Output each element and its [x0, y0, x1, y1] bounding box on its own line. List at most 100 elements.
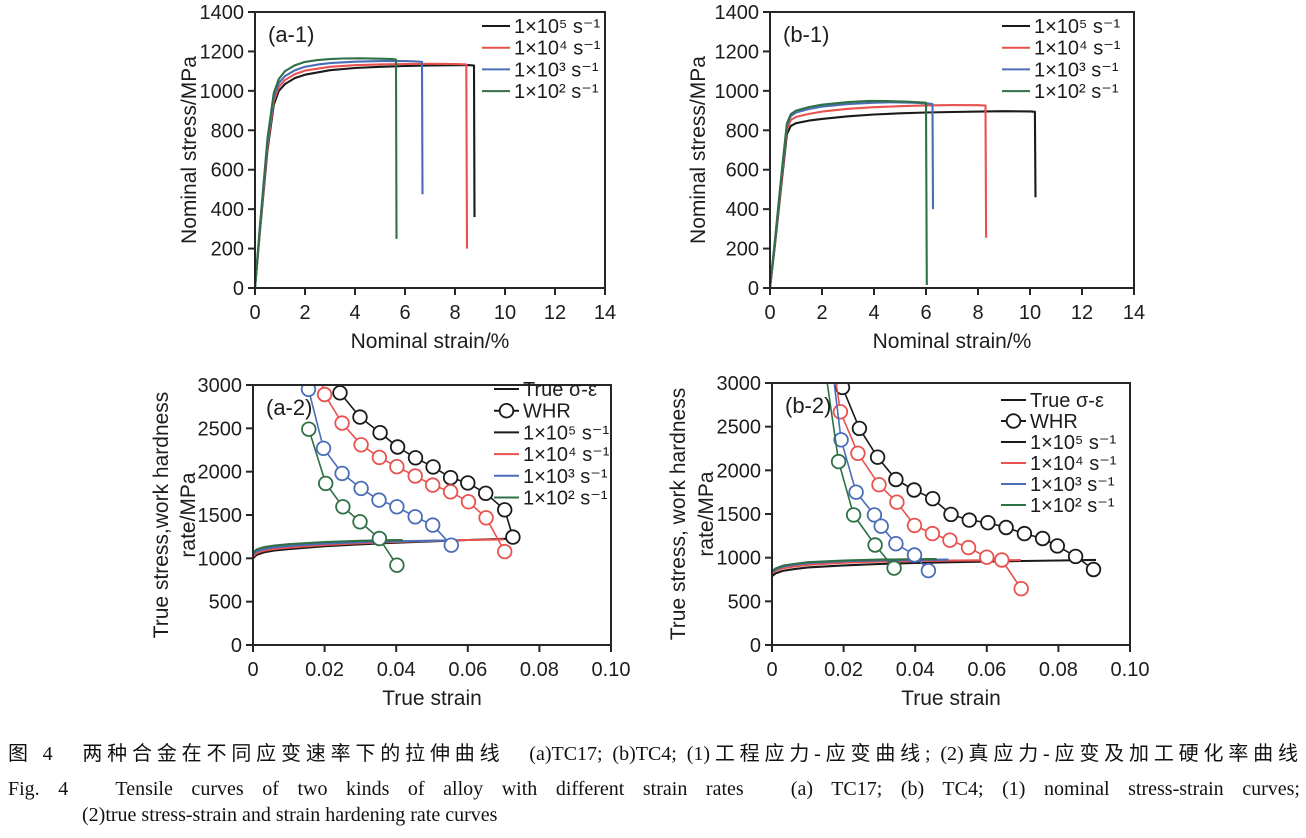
legend-label: 1×10⁵ s⁻¹ [1030, 432, 1116, 454]
y-tick-label: 2000 [717, 460, 762, 482]
series-marker [826, 366, 840, 380]
series-marker [389, 557, 405, 573]
series-marker [994, 552, 1010, 568]
series-line [770, 99, 928, 288]
x-tick-label: 0 [764, 302, 775, 324]
series-marker [315, 440, 332, 457]
series-marker [371, 530, 388, 547]
series-marker [871, 477, 887, 493]
x-tick-label: 0.10 [592, 659, 631, 681]
charts-canvas: 0 2 4 6 8 10 12 140200400600800100012001400Nomi… [150, 2, 1149, 710]
series-marker [848, 484, 864, 500]
y-tick-label: 1000 [200, 81, 245, 103]
series-marker [334, 465, 350, 482]
series-marker [833, 432, 849, 448]
x-tick-label: 0.08 [520, 659, 559, 681]
y-tick-label: 800 [726, 120, 759, 142]
x-tick-label: 10 [1019, 302, 1041, 324]
series-marker [389, 459, 405, 475]
series-marker [353, 480, 369, 497]
legend: 1×10⁵ s⁻¹1×10⁴ s⁻¹1×10³ s⁻¹1×10² s⁻¹ [1002, 16, 1121, 103]
y-tick-label: 600 [211, 160, 244, 182]
x-tick-label: 0.06 [448, 659, 487, 681]
legend-label: WHR [1030, 411, 1078, 433]
series-marker [851, 420, 868, 437]
series-marker [442, 484, 459, 500]
series-marker [980, 515, 996, 531]
series-marker [425, 477, 441, 493]
series-marker [389, 439, 406, 455]
series-marker [979, 549, 995, 565]
y-tick-label: 800 [211, 120, 244, 142]
x-axis-title: True strain [901, 687, 1001, 710]
series-marker [869, 449, 886, 465]
legend-label: WHR [523, 401, 571, 423]
caption-english-line2: (2)true stress-strain and strain hardeni… [82, 804, 498, 826]
legend-label: 1×10³ s⁻¹ [1030, 474, 1115, 496]
x-tick-label: 6 [920, 302, 931, 324]
series-marker [316, 386, 333, 403]
series-marker [372, 425, 388, 441]
series-marker [850, 445, 866, 462]
series-marker [920, 562, 937, 579]
legend-swatch-marker [1005, 413, 1022, 429]
legend-label: 1×10⁴ s⁻¹ [1030, 453, 1117, 475]
series-marker [1016, 525, 1033, 542]
y-tick-label: 200 [726, 239, 759, 261]
series-marker [831, 366, 845, 380]
series-marker [460, 475, 476, 491]
series-marker [1067, 548, 1084, 565]
y-tick-label: 2000 [198, 462, 243, 484]
legend-label: 1×10⁴ s⁻¹ [523, 444, 610, 466]
series-marker [924, 525, 941, 542]
chart-panel-a-1: 0 2 4 6 8 10 12 14 0 200 400 600 800 1000 1200 1400 Nomi… [178, 2, 616, 353]
series-marker [866, 507, 883, 523]
series-marker [906, 547, 923, 563]
legend-label: True σ-ε [523, 379, 597, 401]
series-marker [925, 491, 941, 507]
series-marker [834, 383, 851, 396]
series-marker [906, 482, 922, 498]
series-marker [867, 537, 883, 553]
x-tick-label: 0 [247, 659, 258, 681]
y-tick-label: 0 [750, 635, 761, 657]
series-line [770, 104, 988, 288]
x-tick-label: 14 [594, 302, 616, 324]
legend-label: 1×10² s⁻¹ [1030, 495, 1115, 517]
legend-label: 1×10⁴ s⁻¹ [1034, 38, 1121, 60]
series-line [255, 57, 398, 288]
series-marker [460, 494, 477, 510]
x-tick-label: 0.08 [1039, 659, 1078, 681]
series-marker [960, 539, 977, 556]
y-tick-label: 500 [728, 591, 761, 613]
series-marker [505, 529, 521, 545]
series-marker [300, 385, 317, 397]
y-axis-title: True stress,work hardness [150, 392, 173, 639]
x-tick-label: 0.02 [824, 659, 863, 681]
series-marker [889, 494, 905, 510]
x-tick-label: 12 [544, 302, 566, 324]
series-marker [819, 366, 833, 380]
y-tick-label: 400 [726, 199, 759, 221]
y-axis-title: True stress, work hardness [667, 388, 690, 640]
legend-label: 1×10⁴ s⁻¹ [514, 38, 601, 60]
series-marker [1034, 530, 1051, 547]
plot-frame [254, 11, 606, 289]
x-tick-label: 14 [1123, 302, 1145, 324]
plot-frame [769, 11, 1135, 289]
series-marker [371, 492, 387, 508]
panel-label: (a-2) [266, 395, 312, 420]
x-tick-label: 10 [494, 302, 516, 324]
series-marker [407, 468, 423, 484]
series-marker [425, 517, 441, 533]
series-marker [327, 364, 341, 378]
legend-label: 1×10³ s⁻¹ [514, 59, 599, 81]
caption-english-line1: Fig. 4 Tensile curves of two kinds of al… [8, 778, 1300, 800]
series-marker [425, 459, 441, 475]
legend: 1×10⁵ s⁻¹1×10⁴ s⁻¹1×10³ s⁻¹1×10² s⁻¹ [482, 16, 601, 103]
y-axis-title: rate/MPa [695, 471, 718, 557]
y-tick-label: 0 [231, 635, 242, 657]
panel-label: (a-1) [268, 22, 314, 47]
